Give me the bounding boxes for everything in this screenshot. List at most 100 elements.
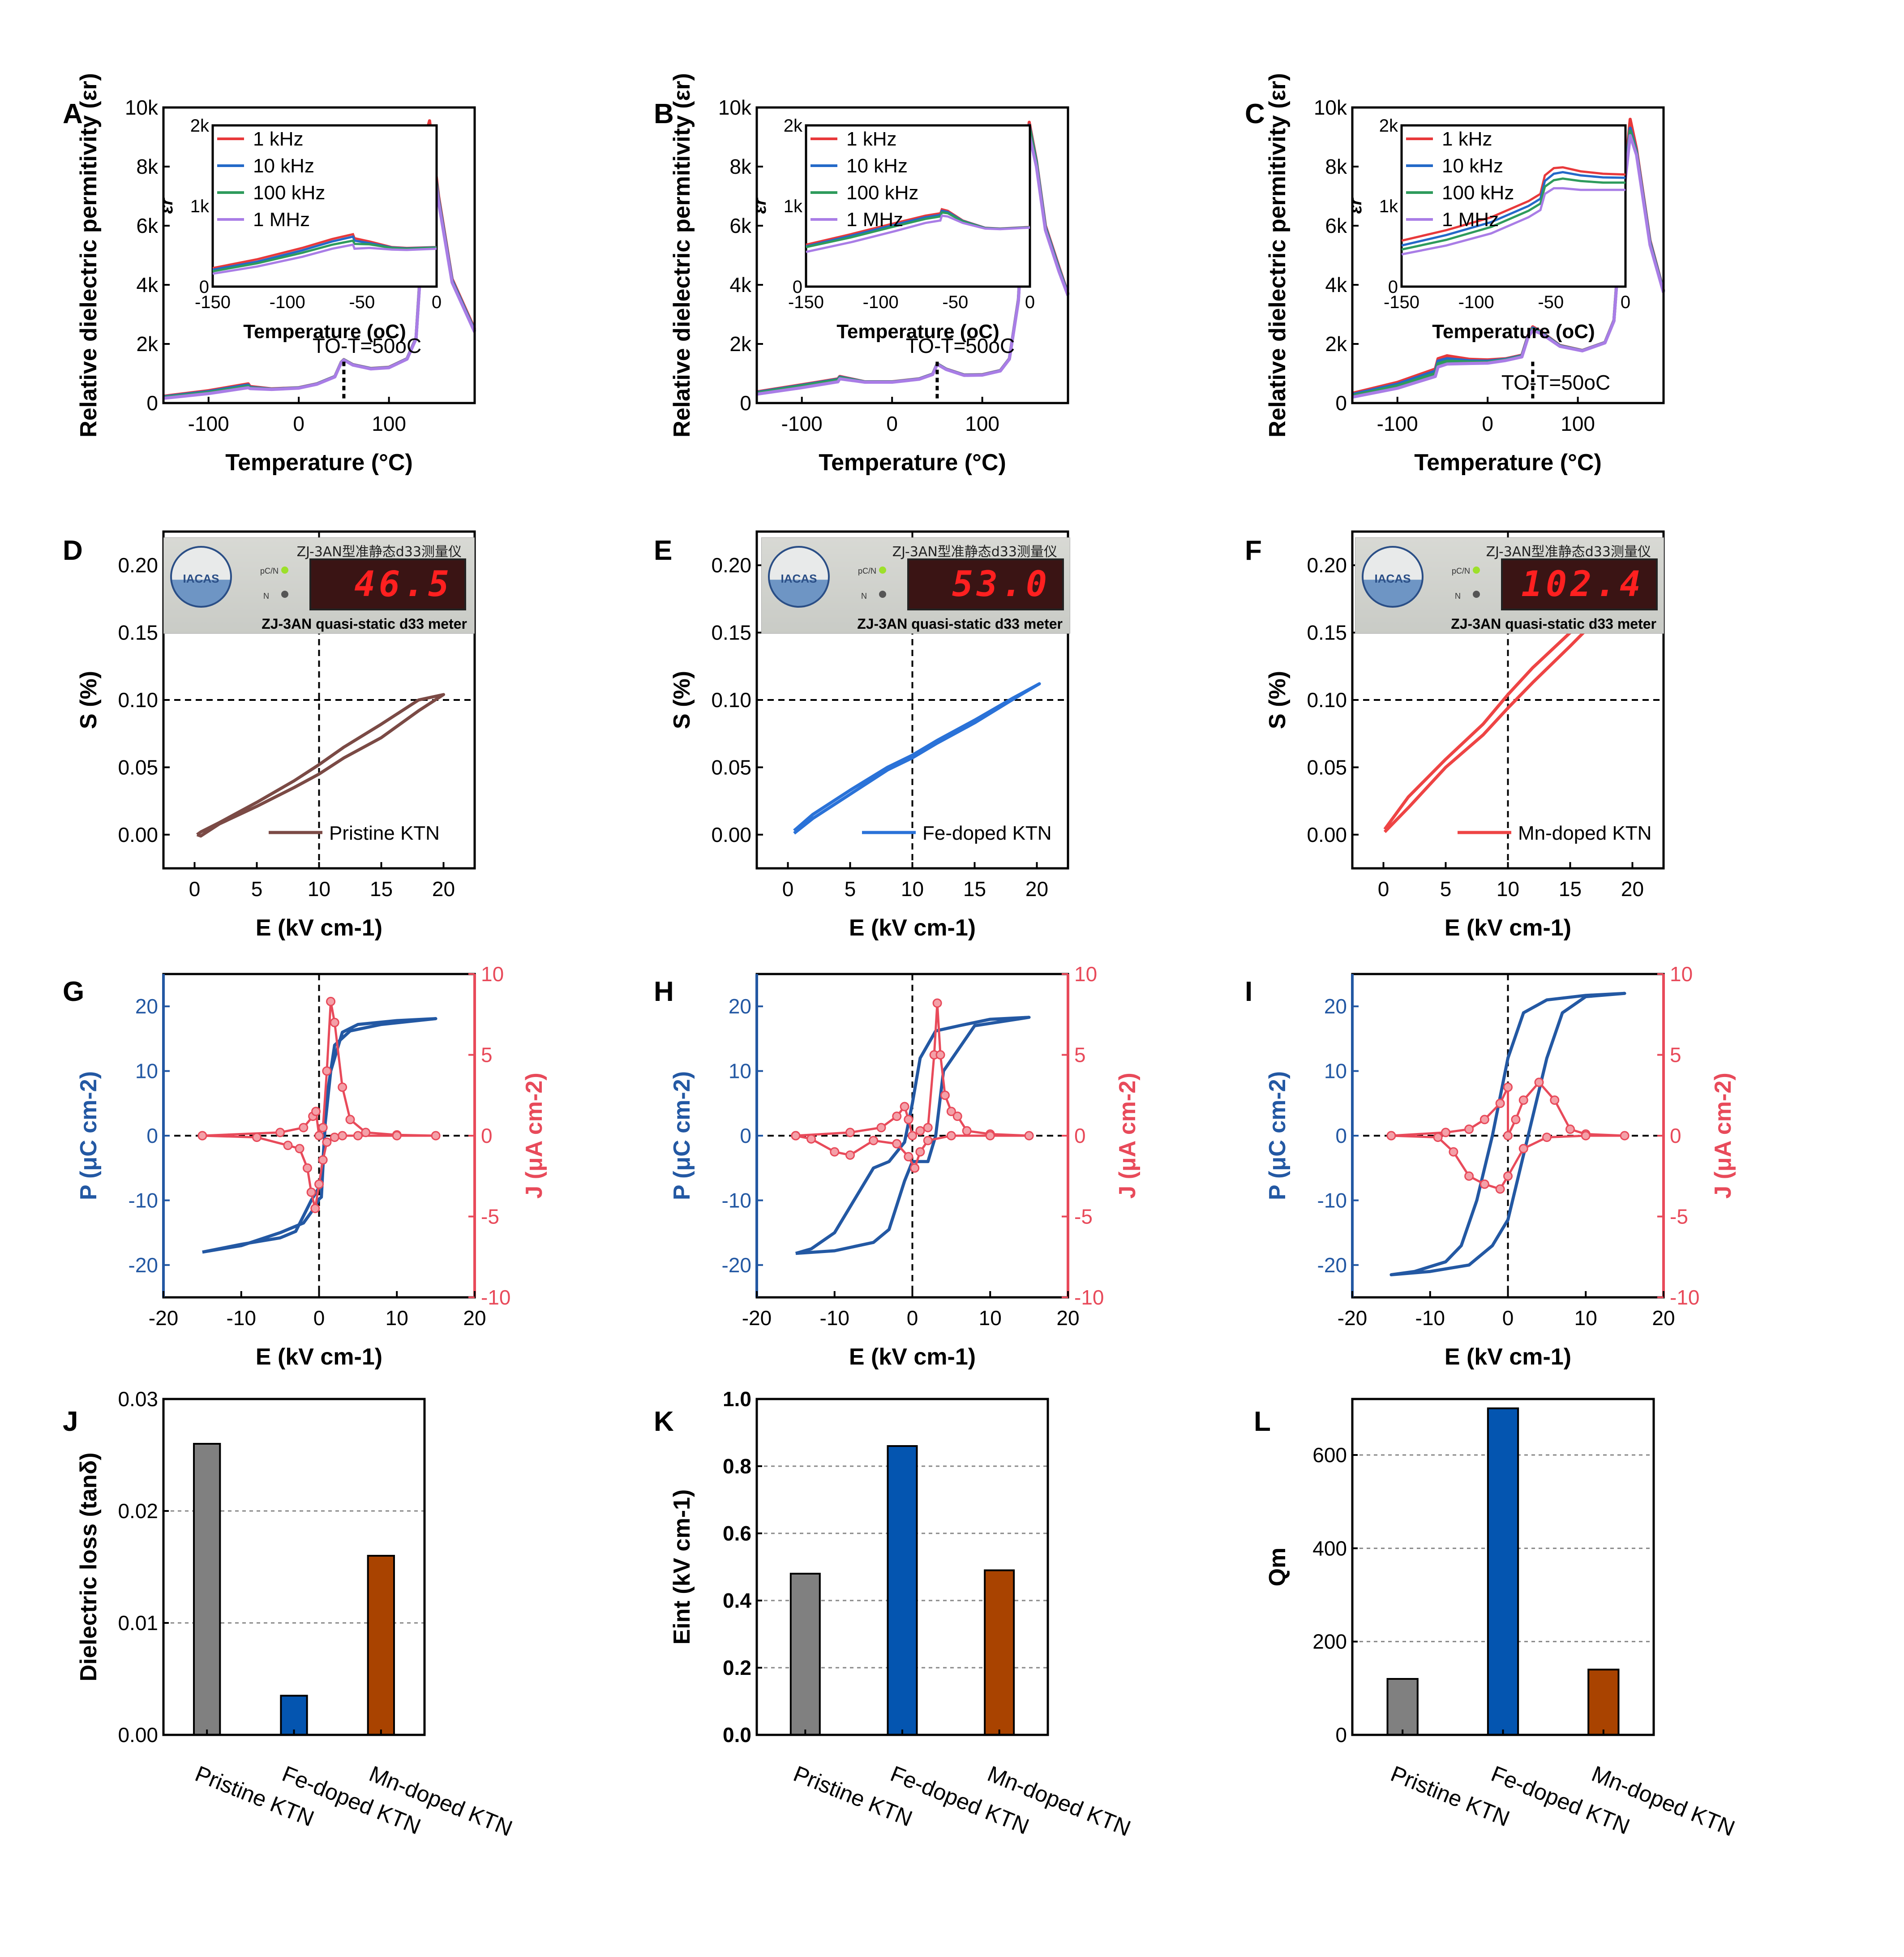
data-point	[1495, 1184, 1505, 1194]
y-tick-label: 0.20	[711, 554, 751, 577]
x-tick-label: -10	[1415, 1306, 1445, 1330]
data-point	[845, 1150, 855, 1160]
inset-series-line	[212, 243, 437, 275]
y-tick-label: 600	[1312, 1443, 1347, 1467]
meter-caption: ZJ-3AN quasi-static d33 meter	[1451, 616, 1656, 632]
data-point	[892, 1139, 902, 1149]
y-axis-label: Qm	[1265, 1548, 1291, 1587]
y-tick-label: 4k	[136, 273, 159, 296]
y-tick-label: 0.4	[723, 1589, 751, 1612]
indicator-led-on-icon	[879, 566, 886, 574]
indicator-led-off-icon	[879, 591, 886, 598]
y-tick-label: 6k	[1325, 214, 1347, 237]
bar-pristine-ktn	[789, 1573, 821, 1736]
data-point	[935, 1050, 945, 1060]
y-tick-label: 0.20	[1307, 554, 1347, 577]
data-point	[318, 1155, 328, 1165]
x-tick-label: 10	[901, 877, 924, 901]
bar-mn-doped-ktn	[984, 1569, 1015, 1736]
inset-x-tick-label: -50	[1538, 292, 1564, 312]
panel-label: E	[654, 535, 672, 566]
bar-mn-doped-ktn	[1587, 1669, 1620, 1736]
y-tick-label: -20	[1317, 1253, 1347, 1277]
y-tick-label: 0.05	[118, 755, 158, 779]
y-tick-label: 0.00	[118, 1723, 158, 1747]
plot-frame	[755, 106, 1069, 404]
y-tick-label: 0.20	[118, 554, 158, 577]
x-tick-label: -10	[227, 1306, 256, 1330]
x-tick-label: 15	[1559, 877, 1582, 901]
meter-reading: 53.0	[907, 558, 1064, 610]
data-point	[1503, 1131, 1513, 1141]
data-point	[932, 998, 942, 1008]
x-tick-label: 20	[463, 1306, 486, 1330]
d33-meter-photo: IACAS ZJ-3AN型准静态d33测量仪 pC/N N 46.5 ZJ-3A…	[163, 537, 475, 634]
y-tick-label: 10k	[125, 96, 159, 119]
meter-reading: 102.4	[1501, 558, 1658, 610]
meter-caption: ZJ-3AN quasi-static d33 meter	[857, 616, 1063, 632]
panel-label: L	[1254, 1406, 1271, 1437]
transition-annotation: TO-T=50oC	[313, 334, 421, 357]
panel-label: I	[1245, 976, 1252, 1007]
x-axis-label: E (kV cm-1)	[849, 915, 976, 941]
panel-b: B -100 0 100 0 2k 4k 6k 8k 10k Temperature (°C) Rel…	[654, 73, 1070, 476]
series-line-p	[1389, 991, 1626, 1276]
legend-label: 100 kHz	[1442, 182, 1514, 204]
y2-tick-label: 10	[481, 962, 504, 986]
data-point	[1518, 1144, 1528, 1154]
data-point	[1024, 1131, 1034, 1141]
y-tick-label: -10	[722, 1189, 751, 1212]
bar-pristine-ktn	[193, 1443, 221, 1736]
y-tick-label: 0.0	[723, 1723, 751, 1747]
data-point	[283, 1141, 293, 1150]
data-point	[392, 1131, 402, 1141]
panel-c: C -100 0 100 0 2k 4k 6k 8k 10k Temperature (°C) Rel…	[1245, 73, 1665, 476]
data-point	[252, 1133, 262, 1142]
legend-label: Fe-doped KTN	[922, 822, 1052, 844]
data-point	[892, 1112, 902, 1121]
indicator-led-off-icon	[281, 591, 288, 598]
data-point	[314, 1131, 324, 1141]
y-tick-label: 0	[146, 391, 158, 415]
inset-y-tick-label: 1k	[1379, 197, 1398, 216]
x-tick-label: 20	[432, 877, 455, 901]
x-tick-label: 0	[907, 1306, 918, 1330]
y-axis-label: Dielectric loss (tanδ)	[76, 1452, 102, 1681]
inset-y-axis-label: εr	[157, 197, 176, 214]
inset-x-tick-label: -50	[349, 292, 375, 312]
x-tick-label: 10	[386, 1306, 408, 1330]
series-line-fe-doped-ktn	[793, 682, 1041, 835]
y-tick-label: 20	[135, 995, 158, 1018]
data-point	[1464, 1124, 1474, 1134]
y-tick-label: 0.05	[711, 755, 751, 779]
x-tick-label: 5	[251, 877, 263, 901]
x-tick-label: 0	[293, 412, 304, 435]
indicator-label-pcn: pC/N	[260, 566, 279, 575]
legend-label: Mn-doped KTN	[1518, 822, 1651, 844]
x-tick-label: 5	[845, 877, 856, 901]
inset-series-line	[212, 239, 437, 273]
y-tick-label: 1.0	[723, 1387, 751, 1411]
y-tick-label: 0.15	[711, 621, 751, 644]
x-axis-label: Temperature (°C)	[225, 450, 413, 476]
data-point	[1503, 1171, 1513, 1181]
panel-a: A -100 0 100 0 2k 4k 6k 8k 10k Temperature (°C) Rel…	[63, 73, 476, 476]
iacas-logo-icon: IACAS	[768, 546, 830, 608]
y2-tick-label: 0	[481, 1124, 493, 1147]
y-tick-label: 0.05	[1307, 755, 1347, 779]
x-tick-label: -100	[188, 412, 229, 435]
data-point	[985, 1131, 995, 1141]
transition-annotation: TO-T=50oC	[1501, 371, 1610, 394]
x-tick-label: 100	[1561, 412, 1595, 435]
y-tick-label: -20	[129, 1253, 158, 1277]
data-point	[1479, 1115, 1489, 1124]
legend-label: 10 kHz	[253, 155, 314, 177]
y-axis-label: Eint (kV cm-1)	[669, 1489, 695, 1645]
x-tick-label: -10	[820, 1306, 849, 1330]
data-point	[302, 1163, 312, 1173]
y2-tick-label: 10	[1670, 962, 1693, 986]
inset-x-tick-label: -100	[1458, 292, 1494, 312]
inset-y-tick-label: 0	[199, 277, 209, 297]
